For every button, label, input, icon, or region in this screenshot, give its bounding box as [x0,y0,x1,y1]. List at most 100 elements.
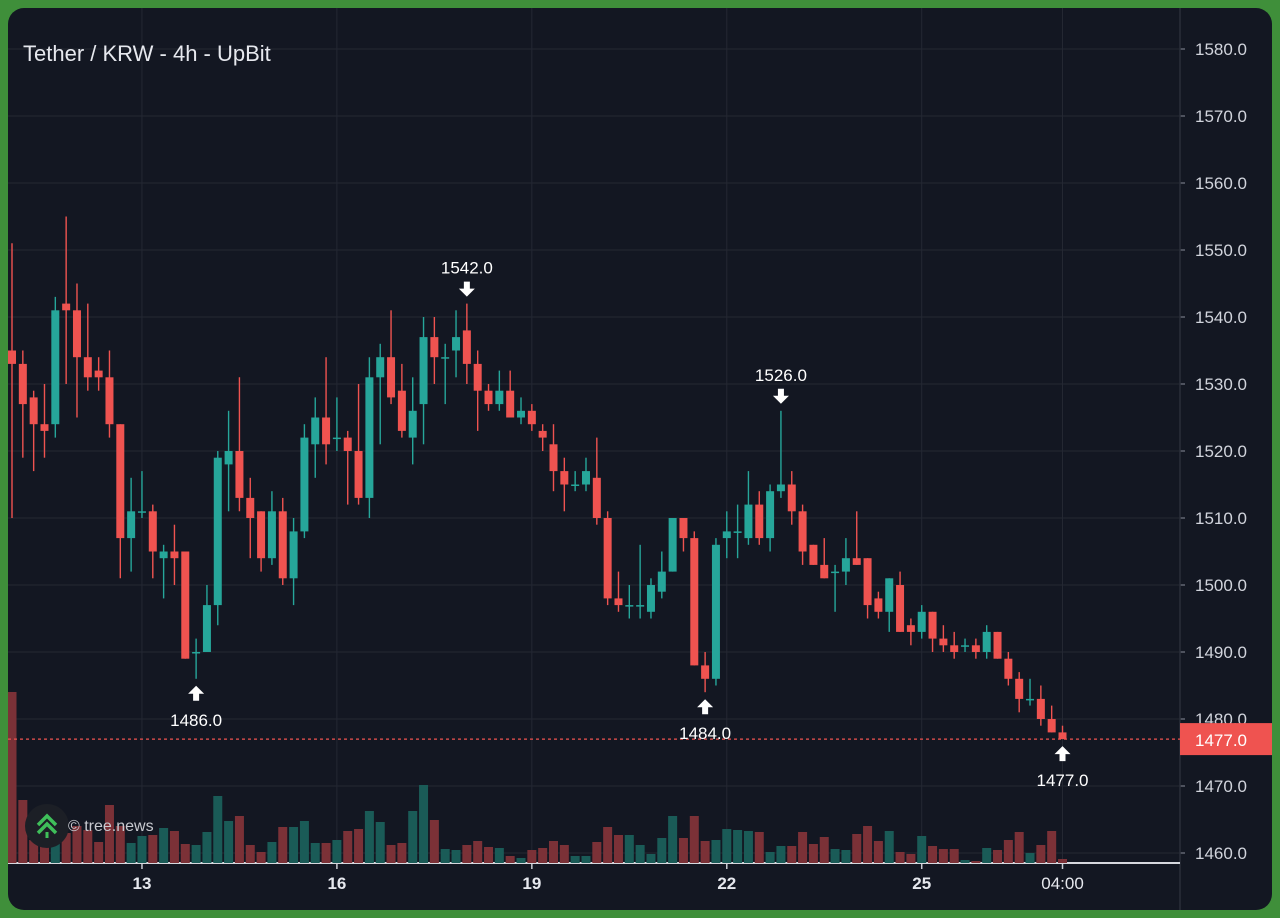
candle-body [744,504,753,539]
volume-bar [1058,859,1068,863]
candle [159,544,168,599]
volume-bar [126,843,136,863]
volume-bar [538,848,548,863]
candle [517,397,526,425]
candle-body [1004,658,1013,679]
candle-body [332,437,341,440]
volume-bar [1047,831,1057,863]
volume-bar [364,811,374,863]
price-axis-label: 1520.0 [1195,442,1247,461]
volume-bar [527,850,537,863]
volume-bar [711,840,721,863]
candle-body [625,605,634,607]
candle-body [419,337,428,405]
volume-bar [245,845,255,863]
volume-bar [83,830,93,863]
candle-body [863,558,872,606]
volume-bar [429,820,439,863]
candle-body [798,511,807,552]
candle [18,350,27,458]
candle [776,410,785,498]
candle [311,397,320,478]
volume-bar [982,848,992,863]
volume-bar [39,846,49,863]
candle [148,504,157,579]
candle-body [517,410,526,418]
candle-body [462,330,471,364]
volume-bar [267,842,277,863]
price-axis-label: 1530.0 [1195,375,1247,394]
candle [105,350,114,438]
candle [874,591,883,619]
volume-bar [722,829,732,863]
candle [711,538,720,686]
time-axis-label: 04:00 [1041,874,1084,893]
candle [906,618,915,646]
candle [852,511,861,565]
volume-bar [830,849,840,863]
volume-bar [386,845,396,863]
volume-bar [278,827,288,863]
candle [722,511,731,559]
candle [452,310,461,378]
volume-bar [646,854,656,863]
candle-body [484,390,493,405]
volume-bar [657,838,667,863]
candle [863,558,872,619]
candle-body [527,410,536,425]
candle [62,216,71,384]
price-axis-label: 1570.0 [1195,107,1247,126]
candle-body [40,424,49,431]
candle [441,343,450,405]
candle-body [83,357,92,378]
candle [755,491,764,545]
volume-bar [18,800,28,863]
candle [29,390,38,472]
candle [1036,685,1045,726]
candle-body [192,652,201,654]
candle [787,471,796,525]
volume-bar [765,852,775,863]
candle-body [701,665,710,679]
candle [397,363,406,438]
volume-bar [180,844,190,863]
price-axis-label: 1490.0 [1195,643,1247,662]
volume-bar [234,816,244,863]
volume-bar [1025,853,1035,863]
candle-body [711,544,720,679]
candle-body [343,437,352,451]
candle [538,424,547,451]
candle-body [137,511,146,513]
volume-bar [819,837,829,863]
current-price-label: 1477.0 [1195,731,1247,750]
candle-body [257,511,266,559]
candle [1047,705,1056,733]
volume-bar [419,785,429,863]
candle-body [397,390,406,431]
candle [603,511,612,606]
candle [376,343,385,445]
candlestick-chart[interactable]: 1460.01470.01480.01490.01500.01510.01520… [8,8,1272,910]
candle [343,430,352,505]
price-axis-label: 1560.0 [1195,174,1247,193]
candle [841,538,850,585]
volume-bar [928,846,938,863]
candle [506,370,515,418]
candle-body [387,357,396,398]
candle-body [657,571,666,592]
candle [170,524,179,585]
volume-bar [895,852,905,863]
candle [809,544,818,565]
candle-body [181,551,190,659]
volume-bar [50,840,60,863]
volume-bar [332,840,342,863]
candle [679,518,688,552]
price-axis-label: 1460.0 [1195,844,1247,863]
candle-body [278,511,287,579]
volume-bar [169,831,179,863]
candle-body [376,357,385,378]
volume-bar [224,821,234,863]
volume-bar [505,856,515,863]
volume-bar [993,850,1003,863]
candle [1015,672,1024,713]
